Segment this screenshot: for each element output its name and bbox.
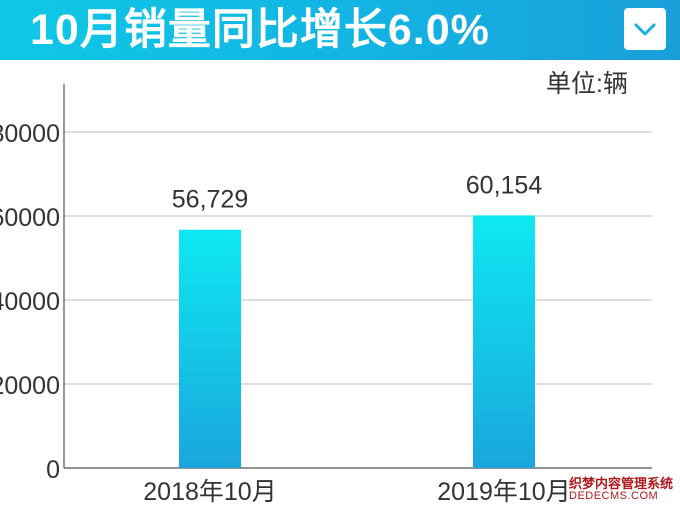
y-tick-label: 80000 bbox=[0, 120, 60, 148]
y-tick-label: 60000 bbox=[0, 204, 60, 232]
unit-label: 单位:辆 bbox=[546, 70, 628, 98]
labels: 56,729 2018年10月 60,154 2019年10月 bbox=[143, 171, 570, 506]
x-tick-label: 2019年10月 bbox=[437, 478, 570, 506]
y-tick-label: 0 bbox=[46, 456, 60, 484]
data-label: 60,154 bbox=[466, 171, 543, 199]
bars bbox=[179, 215, 535, 468]
data-label: 56,729 bbox=[172, 186, 248, 214]
gridlines bbox=[64, 131, 652, 385]
chevron-down-icon bbox=[634, 23, 656, 36]
x-tick-label: 2018年10月 bbox=[143, 478, 276, 506]
y-tick-label: 40000 bbox=[0, 288, 60, 316]
page-title: 10月销量同比增长6.0% bbox=[30, 6, 490, 54]
watermark-text: 织梦内容管理系统 bbox=[569, 476, 674, 491]
header-banner: 10月销量同比增长6.0% bbox=[0, 0, 680, 60]
y-tick-label: 20000 bbox=[0, 372, 60, 400]
axes: 0 20000 40000 60000 80000 bbox=[0, 84, 652, 484]
bar bbox=[473, 215, 535, 468]
dropdown-button[interactable] bbox=[624, 8, 666, 50]
bar bbox=[179, 229, 241, 468]
watermark-url: DEDECMS.COM bbox=[569, 490, 659, 502]
